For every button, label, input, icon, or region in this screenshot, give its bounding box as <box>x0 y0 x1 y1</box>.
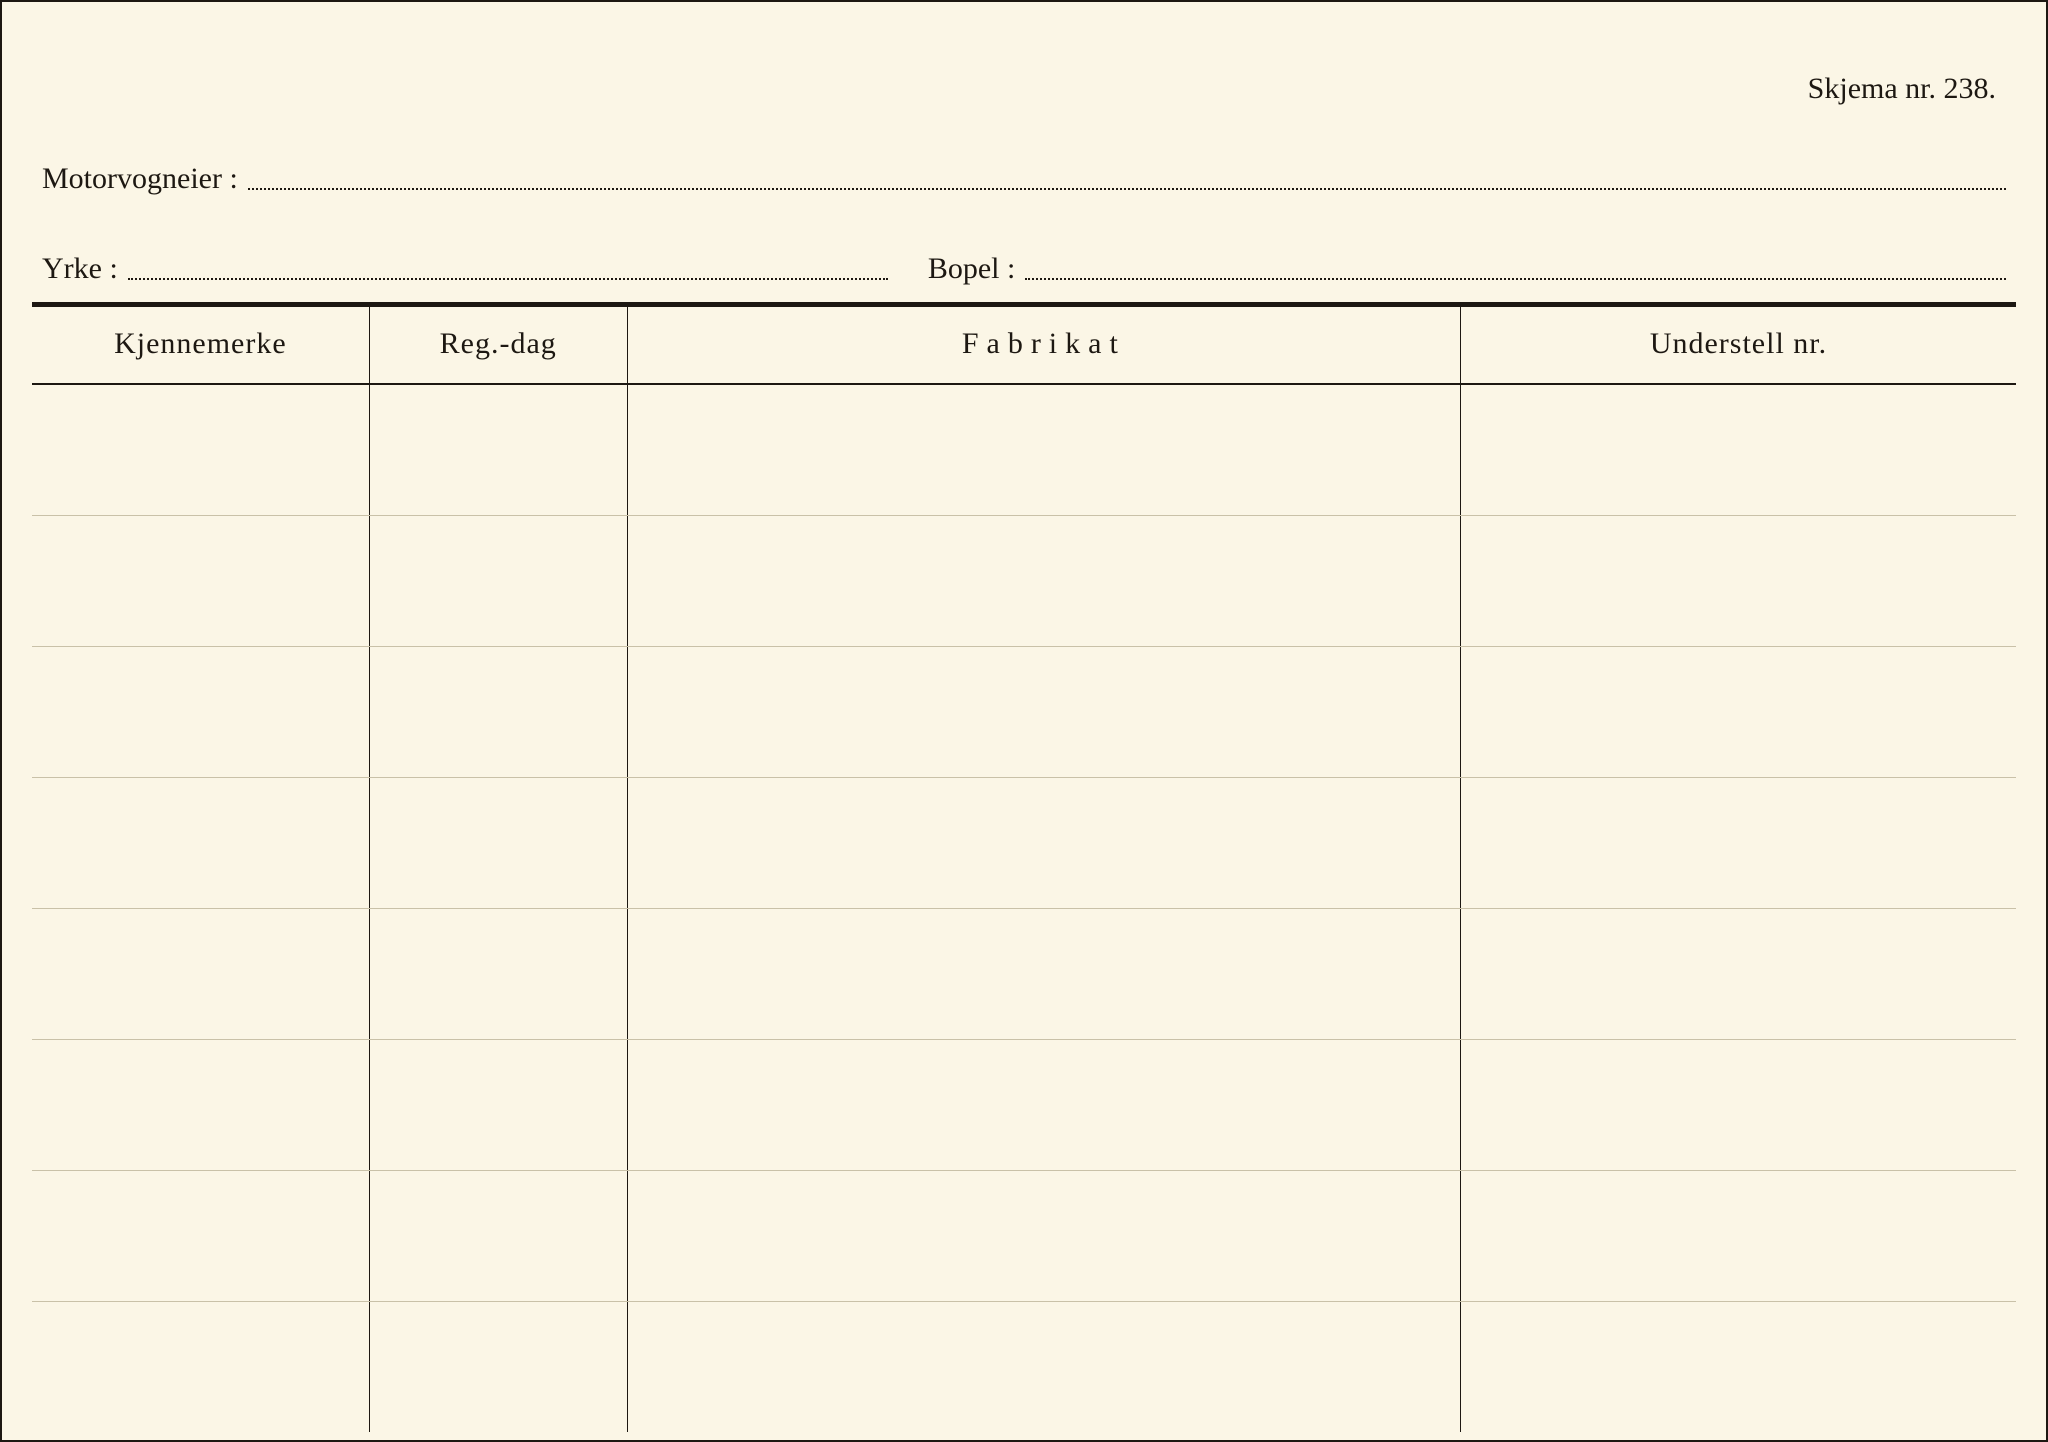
table-row <box>32 1302 2016 1433</box>
table-header-row: Kjennemerke Reg.-dag Fabrikat Understell… <box>32 307 2016 384</box>
cell-kjennemerke[interactable] <box>32 1171 369 1302</box>
registry-table: Kjennemerke Reg.-dag Fabrikat Understell… <box>32 307 2016 1432</box>
cell-kjennemerke[interactable] <box>32 778 369 909</box>
cell-fabrikat[interactable] <box>627 778 1460 909</box>
cell-reg-dag[interactable] <box>369 1171 627 1302</box>
table-row <box>32 1040 2016 1171</box>
occupation-label: Yrke : <box>42 252 118 286</box>
residence-value-line[interactable] <box>1025 278 2006 280</box>
col-header-fabrikat: Fabrikat <box>627 307 1460 384</box>
cell-reg-dag[interactable] <box>369 1040 627 1171</box>
col-header-reg-dag: Reg.-dag <box>369 307 627 384</box>
col-header-understell: Understell nr. <box>1460 307 2016 384</box>
cell-fabrikat[interactable] <box>627 384 1460 516</box>
occupation-value-line[interactable] <box>128 278 888 280</box>
cell-kjennemerke[interactable] <box>32 909 369 1040</box>
table-row <box>32 1171 2016 1302</box>
cell-reg-dag[interactable] <box>369 909 627 1040</box>
form-number: Skjema nr. 238. <box>1808 72 1996 106</box>
cell-kjennemerke[interactable] <box>32 647 369 778</box>
cell-understell[interactable] <box>1460 516 2016 647</box>
cell-understell[interactable] <box>1460 647 2016 778</box>
cell-reg-dag[interactable] <box>369 778 627 909</box>
cell-understell[interactable] <box>1460 384 2016 516</box>
cell-kjennemerke[interactable] <box>32 1040 369 1171</box>
cell-fabrikat[interactable] <box>627 516 1460 647</box>
cell-fabrikat[interactable] <box>627 647 1460 778</box>
cell-fabrikat[interactable] <box>627 1302 1460 1433</box>
cell-fabrikat[interactable] <box>627 1171 1460 1302</box>
residence-label: Bopel : <box>928 252 1016 286</box>
cell-reg-dag[interactable] <box>369 647 627 778</box>
table-body <box>32 384 2016 1432</box>
table-row <box>32 647 2016 778</box>
owner-field-row: Motorvogneier : <box>42 152 2006 196</box>
cell-understell[interactable] <box>1460 778 2016 909</box>
cell-understell[interactable] <box>1460 1040 2016 1171</box>
cell-kjennemerke[interactable] <box>32 384 369 516</box>
cell-fabrikat[interactable] <box>627 909 1460 1040</box>
cell-kjennemerke[interactable] <box>32 1302 369 1433</box>
table-row <box>32 909 2016 1040</box>
cell-reg-dag[interactable] <box>369 1302 627 1433</box>
cell-understell[interactable] <box>1460 1302 2016 1433</box>
cell-reg-dag[interactable] <box>369 384 627 516</box>
cell-understell[interactable] <box>1460 1171 2016 1302</box>
cell-reg-dag[interactable] <box>369 516 627 647</box>
table-row <box>32 778 2016 909</box>
cell-fabrikat[interactable] <box>627 1040 1460 1171</box>
cell-kjennemerke[interactable] <box>32 516 369 647</box>
owner-value-line[interactable] <box>248 188 2006 190</box>
form-card: Skjema nr. 238. Motorvogneier : Yrke : B… <box>0 0 2048 1442</box>
registry-table-wrap: Kjennemerke Reg.-dag Fabrikat Understell… <box>32 302 2016 1440</box>
occupation-residence-row: Yrke : Bopel : <box>42 242 2006 286</box>
col-header-kjennemerke: Kjennemerke <box>32 307 369 384</box>
owner-label: Motorvogneier : <box>42 162 238 196</box>
table-row <box>32 516 2016 647</box>
table-row <box>32 384 2016 516</box>
cell-understell[interactable] <box>1460 909 2016 1040</box>
